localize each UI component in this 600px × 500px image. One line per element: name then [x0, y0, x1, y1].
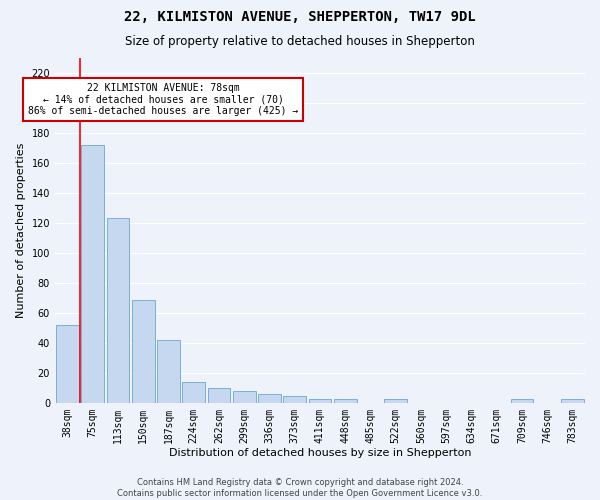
Bar [182, 382, 205, 403]
Bar [82, 144, 104, 403]
Text: 22, KILMISTON AVENUE, SHEPPERTON, TW17 9DL: 22, KILMISTON AVENUE, SHEPPERTON, TW17 9… [124, 10, 476, 24]
Bar [511, 398, 533, 403]
Bar [283, 396, 306, 403]
X-axis label: Distribution of detached houses by size in Shepperton: Distribution of detached houses by size … [169, 448, 471, 458]
Bar [334, 398, 356, 403]
Bar [157, 340, 180, 403]
Bar [56, 325, 79, 403]
Bar [385, 398, 407, 403]
Text: Contains HM Land Registry data © Crown copyright and database right 2024.
Contai: Contains HM Land Registry data © Crown c… [118, 478, 482, 498]
Bar [233, 391, 256, 403]
Bar [132, 300, 155, 403]
Bar [258, 394, 281, 403]
Bar [561, 398, 584, 403]
Text: Size of property relative to detached houses in Shepperton: Size of property relative to detached ho… [125, 35, 475, 48]
Bar [208, 388, 230, 403]
Y-axis label: Number of detached properties: Number of detached properties [16, 142, 26, 318]
Bar [308, 398, 331, 403]
Text: 22 KILMISTON AVENUE: 78sqm
← 14% of detached houses are smaller (70)
86% of semi: 22 KILMISTON AVENUE: 78sqm ← 14% of deta… [28, 83, 299, 116]
Bar [107, 218, 130, 403]
